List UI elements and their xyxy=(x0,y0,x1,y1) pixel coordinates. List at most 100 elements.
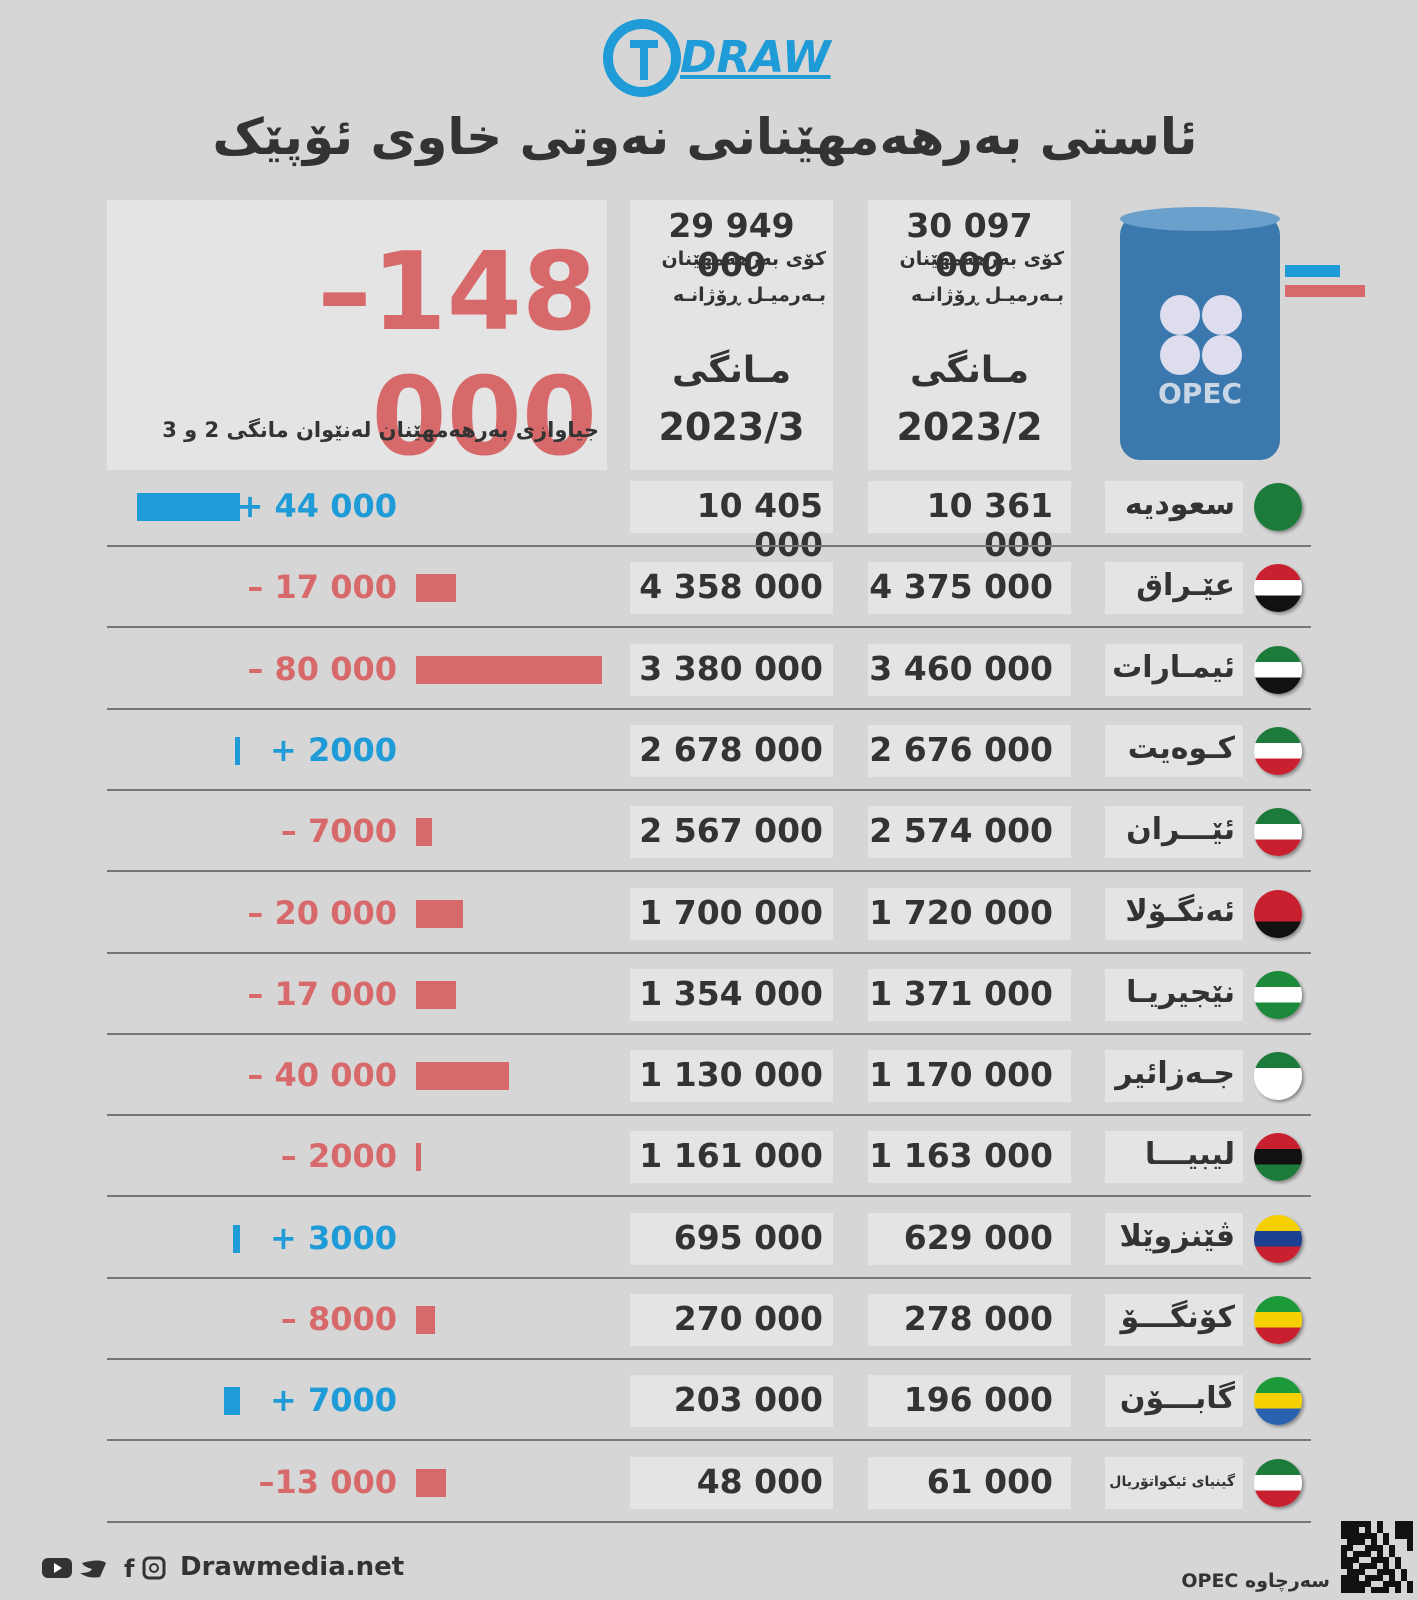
row-separator xyxy=(107,1439,1311,1442)
country-cell xyxy=(1105,724,1243,777)
feb-value: 10 361 000 xyxy=(926,486,1053,564)
feb-cell xyxy=(868,1456,1071,1509)
total-difference: –148 000 xyxy=(317,230,597,480)
difference-bar xyxy=(416,818,433,847)
unit-line: بـەرمیـل ڕۆژانـە xyxy=(910,284,1064,306)
difference-label: – 17 000 xyxy=(247,974,397,1013)
month: 2023/3 xyxy=(658,405,805,449)
mar-value: 1 161 000 xyxy=(639,1136,823,1176)
unit-line: کۆی بەرهەمهێنان xyxy=(899,248,1064,270)
country: ئێـــران xyxy=(1126,812,1235,848)
country-cell xyxy=(1105,562,1243,615)
feb-value: 1 170 000 xyxy=(869,1055,1053,1095)
row-separator xyxy=(107,1114,1311,1117)
difference-label: + 3000 xyxy=(269,1218,397,1257)
row-separator xyxy=(107,1520,1311,1523)
flag xyxy=(1254,970,1302,1019)
feb-cell xyxy=(868,887,1071,940)
feb-cell xyxy=(868,724,1071,777)
difference-bar xyxy=(137,493,240,521)
difference-bar xyxy=(416,899,463,928)
flag xyxy=(1254,483,1302,531)
feb-cell xyxy=(868,643,1071,696)
title: ئاستی بەرهەمهێنانی نەوتی خاوی ئۆپێک xyxy=(212,108,1198,166)
source: سەرچاوە OPEC xyxy=(1181,1570,1330,1592)
difference-bar xyxy=(416,1062,510,1091)
difference-bar xyxy=(235,736,240,765)
feb-value: 2 676 000 xyxy=(869,729,1053,769)
feb-cell xyxy=(868,1294,1071,1346)
logo-mark xyxy=(603,19,681,97)
row-separator xyxy=(107,707,1311,710)
month-label: مـانگی xyxy=(910,350,1029,391)
country: کۆنگـــۆ xyxy=(1120,1300,1235,1335)
mar-cell xyxy=(630,1050,833,1103)
month: 2023/2 xyxy=(896,405,1043,449)
flag xyxy=(1254,1214,1302,1263)
difference-label: – 17 000 xyxy=(247,568,397,607)
mar-value: 270 000 xyxy=(673,1299,823,1338)
mar-cell xyxy=(630,724,833,777)
feb-cell xyxy=(868,1375,1071,1428)
logo: DRAW xyxy=(600,18,831,98)
country-cell xyxy=(1105,1212,1243,1265)
flag xyxy=(1254,1052,1302,1101)
feb-cell xyxy=(868,562,1071,615)
mar-cell xyxy=(630,1212,833,1265)
mar-cell xyxy=(630,1375,833,1428)
feb-value: 1 163 000 xyxy=(869,1136,1053,1176)
country-cell xyxy=(1105,481,1243,533)
country-cell xyxy=(1105,643,1243,696)
feb-value: 196 000 xyxy=(903,1380,1053,1420)
month-total: 30 097 000 xyxy=(906,206,1033,284)
difference-bar xyxy=(416,574,456,603)
mar-cell xyxy=(630,806,833,859)
country: ڤێنزوێلا xyxy=(1119,1218,1236,1254)
difference-label: – 2000 xyxy=(280,1137,397,1176)
feb-value: 4 375 000 xyxy=(869,567,1053,607)
flag xyxy=(1254,1377,1302,1426)
row-separator xyxy=(107,1032,1311,1035)
feb-value: 1 371 000 xyxy=(869,973,1053,1013)
barrel: OPEC xyxy=(1120,207,1365,460)
difference-label: + 2000 xyxy=(269,730,397,769)
country-cell xyxy=(1105,1294,1243,1346)
month-total: 29 949 000 xyxy=(668,206,795,284)
difference-label: – 8000 xyxy=(280,1300,397,1338)
difference-bar xyxy=(416,655,603,684)
feb-cell xyxy=(868,1131,1071,1184)
row-separator xyxy=(107,870,1311,873)
row-separator xyxy=(107,788,1311,791)
svg-text:f: f xyxy=(124,1555,135,1583)
country: کـوەیت xyxy=(1127,730,1235,766)
country: ئیمـارات xyxy=(1112,649,1235,685)
mar-value: 2 678 000 xyxy=(639,729,823,769)
country-cell xyxy=(1105,968,1243,1021)
row-separator xyxy=(107,951,1311,954)
feb-value: 2 574 000 xyxy=(869,811,1053,851)
country: ئەنگـۆلا xyxy=(1125,893,1235,929)
difference-label: –13 000 xyxy=(258,1462,397,1501)
feb-cell xyxy=(868,806,1071,859)
difference-bar xyxy=(416,1468,447,1497)
feb-value: 629 000 xyxy=(903,1217,1053,1257)
feb-value: 61 000 xyxy=(926,1461,1053,1501)
country: لیبیـــا xyxy=(1144,1137,1235,1173)
row-separator xyxy=(107,1276,1311,1279)
mar-cell xyxy=(630,968,833,1021)
feb-cell xyxy=(868,481,1071,533)
row-separator xyxy=(107,626,1311,629)
mar-cell xyxy=(630,643,833,696)
mar-cell xyxy=(630,1294,833,1346)
qr-code xyxy=(1341,1521,1413,1593)
mar-value: 203 000 xyxy=(673,1380,823,1420)
mar-value: 1 130 000 xyxy=(639,1055,823,1095)
flag xyxy=(1254,808,1302,857)
mar-value: 10 405 000 xyxy=(696,486,823,564)
mar-cell xyxy=(630,481,833,533)
row-separator xyxy=(107,1195,1311,1198)
unit-line: کۆی بەرهەمهێنان xyxy=(661,248,826,270)
mar-value: 48 000 xyxy=(696,1461,823,1501)
country: نێجیریـا xyxy=(1126,974,1235,1010)
